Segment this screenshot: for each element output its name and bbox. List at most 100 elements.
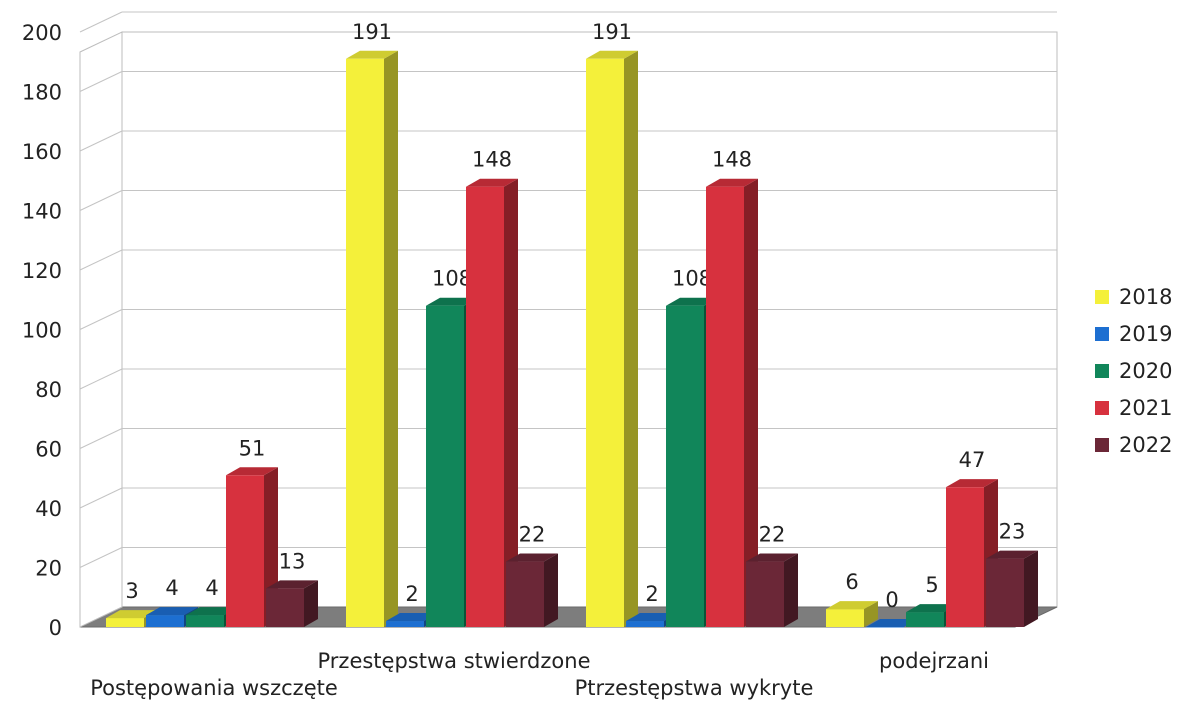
bar-top: [146, 607, 198, 616]
y-tick-label: 40: [35, 497, 62, 521]
data-label: 47: [959, 448, 986, 472]
bar-top: [186, 607, 238, 616]
x-category-label: Postępowania wszczęte: [90, 676, 338, 700]
bar-2021-2: [706, 178, 758, 627]
bar-top: [746, 553, 798, 562]
bar-2019-3: [866, 619, 918, 628]
bar-top: [706, 178, 758, 187]
gridline-side: [79, 487, 123, 509]
bar-front: [666, 305, 704, 627]
legend-item: 2018: [1095, 278, 1172, 315]
y-tick-label: 120: [22, 259, 62, 283]
y-tick-label: 160: [22, 140, 62, 164]
bar-top: [666, 297, 718, 306]
gridline-side: [79, 190, 123, 211]
side-wall: [79, 31, 123, 628]
bar-side: [544, 553, 558, 627]
bar-top: [426, 297, 478, 306]
legend-item: 2019: [1095, 315, 1172, 352]
bar-top: [906, 604, 958, 613]
bar-front: [426, 305, 464, 627]
x-category-label: Przestępstwa stwierdzone: [318, 649, 591, 673]
bar-front: [626, 621, 664, 627]
data-label: 13: [279, 549, 306, 573]
legend: 2018 2019 2020 2021 2022: [1095, 278, 1172, 463]
bar-front: [906, 612, 944, 627]
bar-front: [946, 487, 984, 627]
gridline-side: [79, 11, 123, 33]
bar-top: [506, 553, 558, 562]
bar-front: [506, 561, 544, 627]
data-label: 23: [999, 520, 1026, 544]
bar-front: [706, 186, 744, 627]
y-tick-label: 100: [22, 319, 62, 343]
y-tick-label: 140: [22, 200, 62, 224]
bar-side: [1024, 550, 1038, 627]
data-label: 6: [845, 570, 858, 594]
data-label: 148: [472, 148, 512, 172]
bar-2022-2: [746, 553, 798, 627]
bar-top: [986, 550, 1038, 559]
bar-front: [386, 621, 424, 627]
data-label: 108: [672, 267, 712, 291]
bar-front: [146, 615, 184, 627]
gridline-side: [79, 309, 123, 330]
bar-front: [346, 58, 384, 627]
legend-item: 2020: [1095, 352, 1172, 389]
bar-front: [226, 475, 264, 627]
bar-front: [866, 627, 904, 628]
data-label: 108: [432, 267, 472, 291]
y-tick-label: 180: [22, 81, 62, 105]
bar-top: [946, 479, 998, 488]
data-label: 22: [519, 523, 546, 547]
legend-swatch: [1095, 326, 1109, 341]
bar-side: [744, 178, 758, 627]
bar-top: [866, 619, 918, 627]
data-label: 5: [925, 573, 938, 597]
x-category-label: Ptrzestępstwa wykryte: [575, 676, 814, 700]
y-tick-label: 200: [22, 21, 62, 45]
legend-swatch: [1095, 400, 1109, 415]
gridline-side: [79, 130, 123, 152]
gridline-side: [79, 428, 123, 449]
gridline-side: [79, 71, 123, 92]
legend-label: 2021: [1119, 395, 1173, 420]
bar-side: [304, 580, 318, 627]
bar-front: [466, 186, 504, 627]
bar-front: [266, 588, 304, 627]
data-label: 22: [759, 523, 786, 547]
legend-label: 2018: [1119, 284, 1173, 309]
data-label: 51: [239, 436, 266, 460]
bar-2022-1: [506, 553, 558, 627]
data-label: 2: [645, 582, 658, 606]
legend-item: 2022: [1095, 426, 1172, 463]
legend-label: 2020: [1119, 358, 1173, 383]
data-label: 2: [405, 582, 418, 606]
data-label: 191: [352, 20, 392, 44]
bar-top: [266, 580, 318, 589]
legend-swatch: [1095, 363, 1109, 378]
y-tick-label: 20: [35, 557, 62, 581]
data-label: 191: [592, 20, 632, 44]
bar-top: [586, 50, 638, 59]
legend-label: 2022: [1119, 432, 1173, 457]
legend-item: 2021: [1095, 389, 1172, 426]
y-tick-label: 80: [35, 378, 62, 402]
bar-top: [826, 601, 878, 610]
data-label: 3: [125, 579, 138, 603]
data-label: 148: [712, 148, 752, 172]
data-label: 0: [885, 588, 898, 612]
gridline-side: [79, 368, 123, 390]
bar-side: [864, 601, 878, 627]
bar-2022-0: [266, 580, 318, 627]
y-tick-label: 60: [35, 438, 62, 462]
data-label: 4: [165, 576, 178, 600]
bar-side: [384, 50, 398, 627]
bar-front: [586, 58, 624, 627]
bar-front: [826, 609, 864, 627]
bar-top: [106, 610, 158, 619]
bar-front: [106, 618, 144, 627]
bar-top: [386, 613, 438, 622]
